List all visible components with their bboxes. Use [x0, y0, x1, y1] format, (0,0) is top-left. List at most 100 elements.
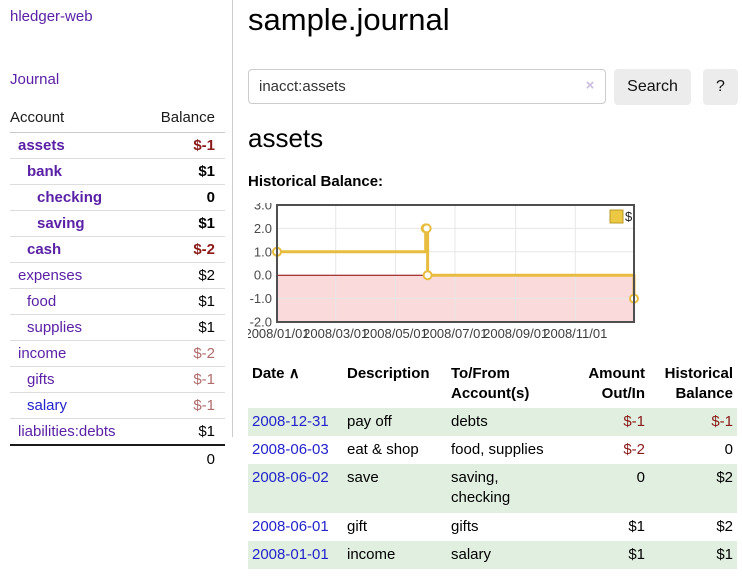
account-balance: $1: [198, 423, 215, 440]
svg-text:2.0: 2.0: [254, 221, 272, 236]
historical-balance-chart: $3.0 2.0 1.0 0.0 -1.0 -2.02008/01/012008/03/0…: [248, 203, 639, 341]
column-header-date[interactable]: Date ∧: [252, 365, 300, 382]
sidebar-account-bank[interactable]: bank: [27, 163, 63, 180]
register-row: 2008-01-01 income salary $1 $1: [248, 540, 737, 569]
register-header-row: Date ∧ Description To/From Account(s) Am…: [248, 361, 737, 408]
clear-search-icon[interactable]: ×: [585, 77, 595, 94]
transaction-accounts: saving, checking: [451, 469, 511, 507]
register-row: 2008-06-01 gift gifts $1 $2: [248, 513, 737, 541]
account-row: checking 0: [10, 184, 225, 210]
main-content: sample.journal × Search ? assets Histori…: [248, 0, 742, 582]
transaction-date-link[interactable]: 2008-06-01: [252, 517, 329, 535]
column-header-accounts: To/From Account(s): [451, 365, 530, 403]
transaction-accounts: gifts: [451, 517, 479, 535]
svg-text:2008/09/01: 2008/09/01: [483, 326, 548, 341]
transaction-amount: $-1: [623, 412, 645, 430]
transaction-description: pay off: [347, 412, 392, 430]
svg-text:1.0: 1.0: [254, 244, 272, 259]
sidebar-account-food[interactable]: food: [27, 293, 57, 310]
svg-text:2008/03/01: 2008/03/01: [303, 326, 368, 341]
svg-text:$: $: [625, 209, 633, 224]
sidebar-account-cash[interactable]: cash: [27, 241, 62, 258]
register-row: 2008-06-02 save saving, checking 0 $2: [248, 464, 737, 513]
svg-text:-2.0: -2.0: [250, 315, 272, 330]
chart-title: Historical Balance:: [248, 173, 384, 190]
sidebar-account-salary[interactable]: salary: [27, 397, 68, 414]
sidebar-item-journal[interactable]: Journal: [10, 71, 60, 88]
transaction-balance: $1: [716, 545, 733, 563]
account-row: gifts $-1: [10, 366, 225, 392]
help-button[interactable]: ?: [703, 69, 738, 105]
brand-link[interactable]: hledger-web: [10, 8, 93, 25]
account-balance: $-2: [193, 241, 215, 258]
sidebar-account-liabilities-debts[interactable]: liabilities:debts: [18, 423, 116, 440]
account-balance: $-2: [193, 345, 215, 362]
transaction-date-link[interactable]: 2008-01-01: [252, 545, 329, 563]
svg-text:0.0: 0.0: [254, 268, 272, 283]
transaction-date-link[interactable]: 2008-06-02: [252, 469, 329, 486]
transaction-description: income: [347, 545, 396, 563]
transaction-balance: $2: [716, 517, 733, 535]
account-balance: 0: [206, 189, 215, 206]
transaction-amount: 0: [636, 469, 645, 486]
search-form: × Search ?: [248, 69, 742, 105]
svg-text:2008/07/01: 2008/07/01: [422, 326, 487, 341]
column-header-amount: Amount Out/In: [588, 365, 645, 403]
account-balance: $1: [198, 293, 215, 310]
transaction-balance: 0: [724, 440, 733, 458]
account-balance: $1: [198, 163, 215, 180]
account-row: saving $1: [10, 210, 225, 236]
register-table: Date ∧ Description To/From Account(s) Am…: [248, 361, 737, 569]
account-row: liabilities:debts $1: [10, 418, 225, 444]
transaction-date-link[interactable]: 2008-12-31: [252, 412, 329, 430]
svg-text:2008/01/01: 2008/01/01: [248, 326, 310, 341]
sidebar-account-saving[interactable]: saving: [37, 215, 85, 232]
account-row: cash $-2: [10, 236, 225, 262]
account-row: assets $-1: [10, 133, 225, 158]
balance-column-header: Balance: [160, 109, 215, 126]
account-row: expenses $2: [10, 262, 225, 288]
account-balance: $-1: [193, 371, 215, 388]
sidebar-account-expenses[interactable]: expenses: [18, 267, 83, 284]
transaction-accounts: food, supplies: [451, 440, 544, 458]
account-heading: assets: [248, 123, 324, 153]
accounts-table: Account Balance assets $-1 bank $1 check…: [10, 106, 225, 472]
account-balance: $1: [198, 319, 215, 336]
transaction-amount: $1: [628, 517, 645, 535]
transaction-amount: $-2: [623, 440, 645, 458]
sidebar-account-gifts[interactable]: gifts: [27, 371, 55, 388]
sidebar-account-checking[interactable]: checking: [37, 189, 103, 206]
account-row: bank $1: [10, 158, 225, 184]
account-column-header: Account: [10, 109, 65, 126]
transaction-description: gift: [347, 517, 368, 535]
sidebar-account-supplies[interactable]: supplies: [27, 319, 83, 336]
search-input[interactable]: [248, 69, 606, 104]
transaction-balance: $2: [716, 469, 733, 486]
register-row: 2008-06-03 eat & shop food, supplies $-2…: [248, 436, 737, 464]
page-title: sample.journal: [248, 2, 450, 37]
column-header-description: Description: [347, 365, 430, 382]
search-button[interactable]: Search: [614, 69, 691, 105]
account-row: salary $-1: [10, 392, 225, 418]
transaction-description: eat & shop: [347, 440, 419, 458]
account-balance: $1: [198, 215, 215, 232]
transaction-balance: $-1: [711, 412, 733, 430]
svg-text:2008/11/01: 2008/11/01: [543, 326, 607, 341]
register-row: 2008-12-31 pay off debts $-1 $-1: [248, 407, 737, 436]
account-balance: $-1: [193, 137, 215, 154]
account-balance: $2: [198, 267, 215, 284]
column-header-balance: Historical Balance: [664, 365, 733, 403]
account-row: food $1: [10, 288, 225, 314]
transaction-date-link[interactable]: 2008-06-03: [252, 440, 329, 458]
sidebar: hledger-web Journal Account Balance asse…: [0, 0, 233, 468]
sidebar-account-income[interactable]: income: [18, 345, 67, 362]
sort-asc-icon: ∧: [288, 365, 300, 382]
accounts-total: 0: [10, 444, 225, 472]
sidebar-account-assets[interactable]: assets: [18, 137, 65, 154]
transaction-amount: $1: [628, 545, 645, 563]
accounts-table-header: Account Balance: [10, 106, 225, 133]
transaction-accounts: debts: [451, 412, 488, 430]
chart-container: $3.0 2.0 1.0 0.0 -1.0 -2.0 2008/01/01 2008/03/0…: [248, 203, 718, 345]
account-row: supplies $1: [10, 314, 225, 340]
svg-text:2008/05/01: 2008/05/01: [363, 326, 428, 341]
